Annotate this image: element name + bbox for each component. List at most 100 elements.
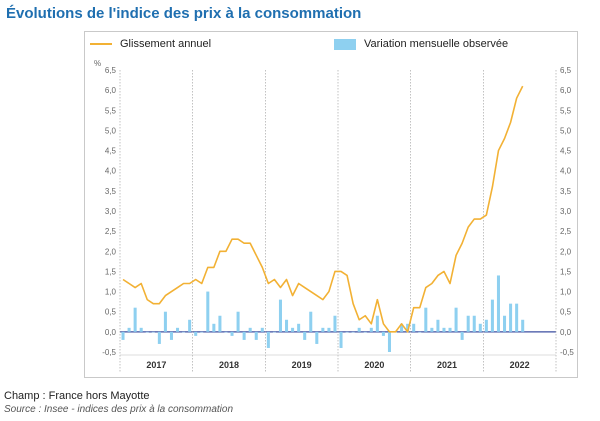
- year-label: 2019: [292, 360, 312, 370]
- monthly-variation-bar: [406, 323, 410, 332]
- y-tick-label-right: 6,0: [560, 86, 572, 95]
- y-tick-label-left: 2,0: [105, 247, 117, 256]
- y-tick-label-right: 6,5: [560, 66, 572, 75]
- y-tick-label-left: 0,0: [105, 328, 117, 337]
- monthly-variation-bar: [254, 331, 258, 340]
- monthly-variation-bar: [387, 331, 391, 352]
- y-tick-label-right: 5,5: [560, 106, 572, 115]
- monthly-variation-bar: [442, 327, 446, 332]
- monthly-variation-bar: [375, 315, 379, 332]
- monthly-variation-bar: [212, 323, 216, 332]
- monthly-variation-bar: [424, 307, 428, 332]
- y-tick-label-left: 3,5: [105, 187, 117, 196]
- legend-line-entry: Glissement annuel: [90, 38, 211, 50]
- y-tick-label-left: 6,0: [105, 86, 117, 95]
- monthly-variation-bar: [309, 311, 313, 332]
- y-tick-label-right: 3,0: [560, 207, 572, 216]
- monthly-variation-bar: [509, 303, 513, 332]
- monthly-variation-bar: [315, 331, 319, 344]
- y-tick-label-right: 3,5: [560, 187, 572, 196]
- legend-line-label: Glissement annuel: [120, 38, 212, 50]
- y-tick-label-left: 1,5: [105, 267, 117, 276]
- monthly-variation-bar: [436, 319, 440, 332]
- monthly-variation-bar: [400, 323, 404, 332]
- monthly-variation-bar: [182, 331, 186, 333]
- y-tick-label-left: 5,0: [105, 126, 117, 135]
- monthly-variation-bar: [351, 331, 355, 333]
- monthly-variation-bar: [151, 331, 155, 333]
- monthly-variation-bar: [260, 327, 264, 332]
- monthly-variation-bar: [278, 299, 282, 332]
- monthly-variation-bar: [460, 331, 464, 340]
- y-tick-label-right: 4,5: [560, 147, 572, 156]
- monthly-variation-bar: [381, 331, 385, 336]
- y-tick-label-right: 1,0: [560, 288, 572, 297]
- monthly-variation-bar: [194, 331, 198, 336]
- y-tick-label-left: 6,5: [105, 66, 117, 75]
- monthly-variation-bar: [412, 323, 416, 332]
- monthly-variation-bar: [297, 323, 301, 332]
- y-tick-label-left: 1,0: [105, 288, 117, 297]
- monthly-variation-bar: [121, 331, 125, 340]
- monthly-variation-bar: [133, 307, 137, 332]
- monthly-variation-bar: [521, 319, 525, 332]
- monthly-variation-bar: [236, 311, 240, 332]
- monthly-variation-bar: [503, 315, 507, 332]
- monthly-variation-bar: [163, 311, 167, 332]
- y-tick-label-left: 4,5: [105, 147, 117, 156]
- monthly-variation-bar: [206, 291, 210, 332]
- year-label: 2018: [219, 360, 239, 370]
- page-title: Évolutions de l'indice des prix à la con…: [6, 5, 362, 22]
- y-tick-label-right: 1,5: [560, 267, 572, 276]
- monthly-variation-bar: [242, 331, 246, 340]
- monthly-variation-bar: [200, 331, 204, 333]
- footer-champ: Champ : France hors Mayotte: [4, 390, 150, 402]
- annual-change-line: [122, 85, 524, 333]
- monthly-variation-bar: [418, 331, 422, 333]
- year-label: 2017: [146, 360, 166, 370]
- monthly-variation-bar: [496, 275, 500, 332]
- monthly-variation-bar: [357, 327, 361, 332]
- monthly-variation-bar: [327, 327, 331, 332]
- y-tick-label-right: 2,5: [560, 227, 572, 236]
- monthly-variation-bar: [515, 303, 519, 332]
- monthly-variation-bar: [272, 331, 276, 333]
- monthly-variation-bar: [248, 327, 252, 332]
- legend-bar-label: Variation mensuelle observée: [364, 38, 509, 50]
- monthly-variation-bar: [345, 331, 349, 333]
- y-tick-label-left: 3,0: [105, 207, 117, 216]
- monthly-variation-bar: [127, 327, 131, 332]
- monthly-variation-bar: [157, 331, 161, 344]
- monthly-variation-bar: [369, 327, 373, 332]
- monthly-variation-bar: [218, 315, 222, 332]
- monthly-variation-bar: [363, 331, 367, 333]
- y-unit-label: %: [94, 59, 101, 68]
- monthly-variation-bar: [188, 319, 192, 332]
- monthly-variation-bar: [484, 319, 488, 332]
- y-tick-label-right: 4,0: [560, 167, 572, 176]
- y-tick-label-right: 2,0: [560, 247, 572, 256]
- monthly-variation-bar: [303, 331, 307, 340]
- monthly-variation-bar: [169, 331, 173, 340]
- legend-bar-entry: Variation mensuelle observée: [334, 38, 508, 50]
- monthly-variation-bar: [266, 331, 270, 348]
- y-tick-label-right: -0,5: [560, 348, 574, 357]
- monthly-variation-bar: [430, 327, 434, 332]
- monthly-variation-bar: [454, 307, 458, 332]
- year-label: 2022: [510, 360, 530, 370]
- monthly-variation-bar: [448, 327, 452, 332]
- y-tick-label-right: 0,0: [560, 328, 572, 337]
- year-label: 2021: [437, 360, 457, 370]
- monthly-variation-bar: [230, 331, 234, 336]
- monthly-variation-bar: [339, 331, 343, 348]
- monthly-variation-bar: [139, 327, 143, 332]
- y-tick-label-left: 0,5: [105, 308, 117, 317]
- y-tick-label-left: -0,5: [102, 348, 116, 357]
- monthly-variation-bar: [472, 315, 476, 332]
- year-label: 2020: [364, 360, 384, 370]
- y-tick-label-left: 4,0: [105, 167, 117, 176]
- chart-frame: [84, 31, 578, 378]
- y-tick-label-left: 2,5: [105, 227, 117, 236]
- y-tick-label-right: 0,5: [560, 308, 572, 317]
